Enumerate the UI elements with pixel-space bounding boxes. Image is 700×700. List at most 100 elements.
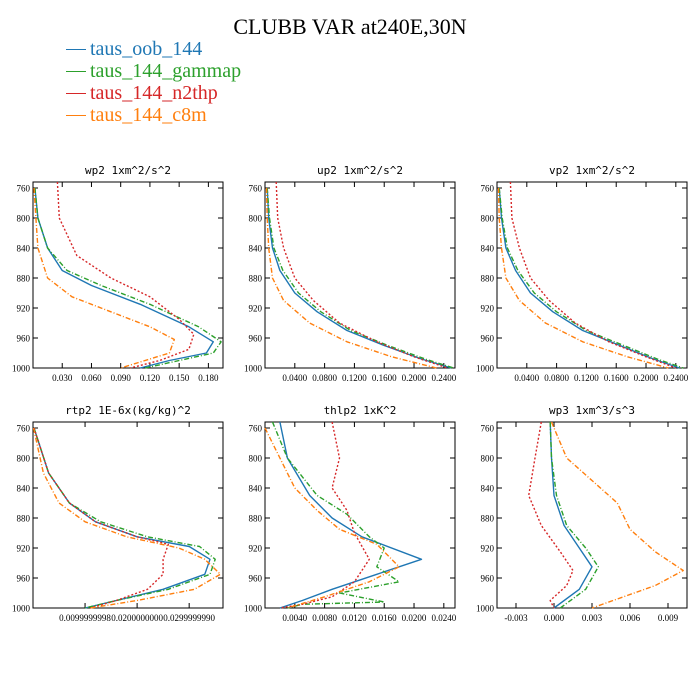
legend-label: taus_144_c8m bbox=[90, 104, 207, 126]
x-tick-label: 0.0040 bbox=[282, 613, 307, 623]
y-tick-label: 840 bbox=[481, 484, 495, 494]
x-tick-label: 0.1600 bbox=[372, 373, 397, 383]
plot-frame bbox=[264, 181, 456, 369]
x-tick-label: 0.060 bbox=[81, 373, 102, 383]
x-tick-label: 0.0400 bbox=[514, 373, 539, 383]
series-line-taus-144-n2thp bbox=[509, 181, 677, 369]
y-tick-label: 1000 bbox=[244, 604, 263, 614]
y-tick-label: 760 bbox=[17, 184, 31, 194]
y-tick-label: 800 bbox=[481, 214, 495, 224]
legend-item-taus-144-n2thp: taus_144_n2thp bbox=[66, 82, 241, 104]
series-line-taus-144-c8m bbox=[33, 187, 176, 369]
plot-frame bbox=[32, 181, 224, 369]
x-tick-label: 0.030 bbox=[52, 373, 73, 383]
y-tick-label: 920 bbox=[17, 304, 31, 314]
y-tick-label: 760 bbox=[249, 424, 263, 434]
y-tick-label: 960 bbox=[481, 334, 495, 344]
x-tick-label: 0.0099999998 bbox=[59, 613, 111, 623]
series-line-taus-144-n2thp bbox=[33, 427, 170, 609]
series-line-taus-oob-144 bbox=[266, 187, 452, 369]
series-line-taus-144-c8m bbox=[264, 427, 400, 609]
legend-item-taus-144-gammap: taus_144_gammap bbox=[66, 60, 241, 82]
x-tick-label: 0.1600 bbox=[604, 373, 629, 383]
x-tick-label: 0.2400 bbox=[431, 373, 456, 383]
y-tick-label: 880 bbox=[481, 514, 495, 524]
panel-title: thlp2 1xK^2 bbox=[324, 404, 397, 417]
y-tick-label: 880 bbox=[17, 514, 31, 524]
series-line-taus-144-n2thp bbox=[56, 181, 195, 369]
y-tick-label: 960 bbox=[17, 334, 31, 344]
y-tick-label: 920 bbox=[481, 304, 495, 314]
x-tick-label: 0.0800 bbox=[312, 373, 337, 383]
x-tick-label: 0.0400 bbox=[282, 373, 307, 383]
series-line-taus-oob-144 bbox=[498, 187, 680, 369]
x-tick-label: 0.1200 bbox=[342, 373, 367, 383]
series-line-taus-oob-144 bbox=[34, 187, 215, 369]
panel-title: wp2 1xm^2/s^2 bbox=[85, 164, 171, 177]
x-tick-label: 0.150 bbox=[169, 373, 190, 383]
y-tick-label: 840 bbox=[481, 244, 495, 254]
x-tick-label: 0.090 bbox=[111, 373, 132, 383]
series-line-taus-144-gammap bbox=[266, 187, 454, 369]
series-line-taus-144-c8m bbox=[550, 421, 684, 609]
x-tick-label: 0.1200 bbox=[574, 373, 599, 383]
legend-label: taus_144_gammap bbox=[90, 60, 242, 82]
legend-item-taus-oob-144: taus_oob_144 bbox=[66, 38, 241, 60]
x-tick-label: 0.2000 bbox=[634, 373, 659, 383]
y-tick-label: 920 bbox=[481, 544, 495, 554]
y-tick-label: 800 bbox=[17, 214, 31, 224]
x-tick-label: 0.0120 bbox=[342, 613, 367, 623]
legend-swatch bbox=[66, 114, 86, 116]
x-tick-label: 0.2000 bbox=[402, 373, 427, 383]
y-tick-label: 960 bbox=[249, 334, 263, 344]
chart-title: CLUBB VAR at240E,30N bbox=[233, 14, 467, 39]
y-tick-label: 880 bbox=[17, 274, 31, 284]
x-tick-label: 0.006 bbox=[620, 613, 641, 623]
x-tick-label: 0.120 bbox=[140, 373, 161, 383]
series-line-taus-144-n2thp bbox=[275, 181, 448, 369]
x-tick-label: 0.0800 bbox=[544, 373, 569, 383]
x-tick-label: 0.180 bbox=[198, 373, 219, 383]
x-tick-label: 0.2400 bbox=[663, 373, 688, 383]
y-tick-label: 920 bbox=[249, 544, 263, 554]
series-line-taus-144-n2thp bbox=[528, 421, 574, 609]
y-tick-label: 1000 bbox=[476, 604, 495, 614]
panel-title: wp3 1xm^3/s^3 bbox=[549, 404, 635, 417]
y-tick-label: 880 bbox=[249, 514, 263, 524]
legend-swatch bbox=[66, 92, 86, 94]
x-tick-label: 0.0080 bbox=[312, 613, 337, 623]
series-line-taus-144-gammap bbox=[498, 187, 684, 369]
legend-swatch bbox=[66, 70, 86, 72]
y-tick-label: 760 bbox=[249, 184, 263, 194]
y-tick-label: 920 bbox=[17, 544, 31, 554]
y-tick-label: 840 bbox=[17, 244, 31, 254]
y-tick-label: 1000 bbox=[12, 604, 31, 614]
series-line-taus-oob-144 bbox=[33, 427, 211, 609]
y-tick-label: 920 bbox=[249, 304, 263, 314]
y-tick-label: 760 bbox=[481, 184, 495, 194]
panel-title: vp2 1xm^2/s^2 bbox=[549, 164, 635, 177]
x-tick-label: 0.0299999990 bbox=[163, 613, 215, 623]
y-tick-label: 800 bbox=[17, 454, 31, 464]
series-line-taus-144-gammap bbox=[34, 187, 222, 369]
legend: taus_oob_144 taus_144_gammap taus_144_n2… bbox=[66, 38, 241, 126]
y-tick-label: 840 bbox=[17, 484, 31, 494]
plot-frame bbox=[496, 421, 688, 609]
x-tick-label: 0.003 bbox=[582, 613, 603, 623]
y-tick-label: 960 bbox=[17, 574, 31, 584]
x-tick-label: 0.0200000000 bbox=[111, 613, 163, 623]
y-tick-label: 800 bbox=[249, 454, 263, 464]
plot-frame bbox=[496, 181, 688, 369]
x-tick-label: 0.009 bbox=[658, 613, 679, 623]
x-tick-label: 0.0160 bbox=[372, 613, 397, 623]
y-tick-label: 1000 bbox=[12, 364, 31, 374]
x-tick-label: 0.0200 bbox=[402, 613, 427, 623]
legend-item-taus-144-c8m: taus_144_c8m bbox=[66, 104, 241, 126]
series-line-taus-144-gammap bbox=[33, 427, 216, 609]
legend-label: taus_144_n2thp bbox=[90, 82, 218, 104]
y-tick-label: 840 bbox=[249, 244, 263, 254]
panel-title: rtp2 1E-6x(kg/kg)^2 bbox=[65, 404, 191, 417]
series-line-taus-oob-144 bbox=[279, 421, 423, 609]
legend-label: taus_oob_144 bbox=[90, 38, 203, 60]
